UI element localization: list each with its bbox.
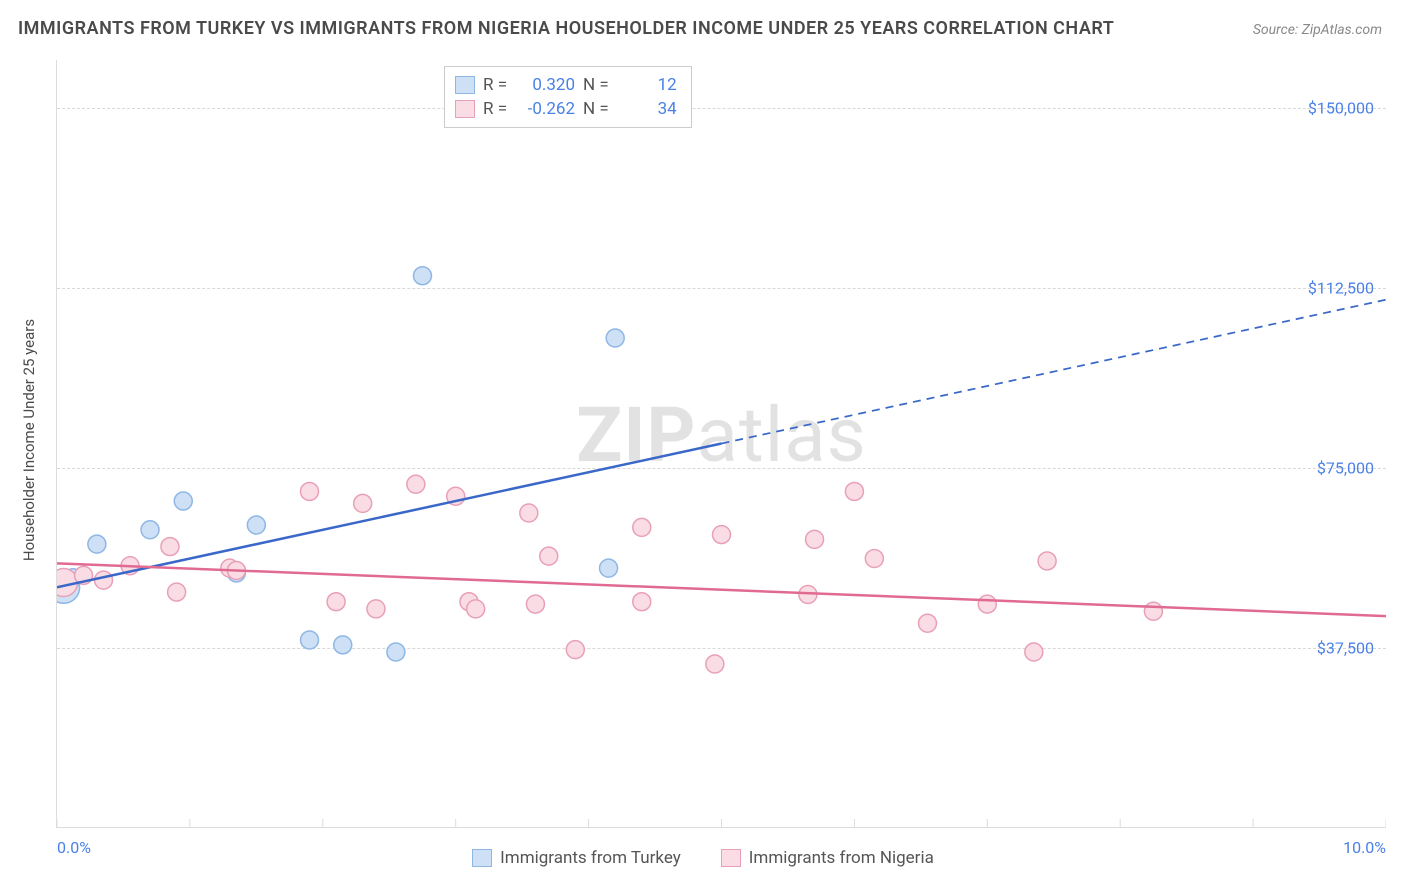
legend-label-nigeria: Immigrants from Nigeria (749, 848, 934, 868)
data-point (354, 494, 372, 512)
data-point (387, 643, 405, 661)
data-point (327, 593, 345, 611)
data-point (919, 614, 937, 632)
stat-label-n: N = (583, 99, 609, 119)
data-point (566, 641, 584, 659)
data-point (600, 559, 618, 577)
data-point (1025, 643, 1043, 661)
data-point (334, 636, 352, 654)
stat-value-n-turkey: 12 (617, 75, 677, 95)
data-point (520, 504, 538, 522)
trend-line (57, 444, 722, 588)
data-point (633, 593, 651, 611)
data-point (141, 521, 159, 539)
legend-item-nigeria: Immigrants from Nigeria (721, 848, 934, 868)
data-point (95, 571, 113, 589)
plot-area: ZIPatlas $37,500$75,000$112,500$150,0000… (56, 60, 1386, 828)
scatter-plot-svg (57, 60, 1386, 827)
stat-value-r-turkey: 0.320 (515, 75, 575, 95)
data-point (606, 329, 624, 347)
data-point (301, 482, 319, 500)
data-point (247, 516, 265, 534)
data-point (713, 526, 731, 544)
data-point (413, 267, 431, 285)
legend-item-turkey: Immigrants from Turkey (472, 848, 681, 868)
stat-label-r: R = (483, 75, 507, 95)
data-point (88, 535, 106, 553)
stat-value-r-nigeria: -0.262 (515, 99, 575, 119)
swatch-nigeria (455, 100, 475, 118)
y-axis-label: Householder Income Under 25 years (20, 319, 38, 561)
stats-row-turkey: R = 0.320 N = 12 (455, 73, 677, 97)
stats-row-nigeria: R = -0.262 N = 34 (455, 97, 677, 121)
data-point (845, 482, 863, 500)
data-point (174, 492, 192, 510)
correlation-stats-box: R = 0.320 N = 12 R = -0.262 N = 34 (444, 66, 692, 128)
source-attribution: Source: ZipAtlas.com (1253, 22, 1382, 38)
legend-swatch-nigeria (721, 849, 741, 867)
data-point (301, 631, 319, 649)
legend-label-turkey: Immigrants from Turkey (500, 848, 681, 868)
swatch-turkey (455, 76, 475, 94)
data-point (526, 595, 544, 613)
data-point (540, 547, 558, 565)
data-point (633, 518, 651, 536)
chart-title: IMMIGRANTS FROM TURKEY VS IMMIGRANTS FRO… (18, 18, 1114, 39)
stat-value-n-nigeria: 34 (617, 99, 677, 119)
data-point (806, 530, 824, 548)
data-point (367, 600, 385, 618)
trend-line-dashed (722, 300, 1387, 444)
data-point (1038, 552, 1056, 570)
data-point (706, 655, 724, 673)
data-point (407, 475, 425, 493)
data-point (467, 600, 485, 618)
bottom-legend: Immigrants from Turkey Immigrants from N… (0, 848, 1406, 868)
data-point (1144, 602, 1162, 620)
trend-line (57, 563, 1386, 616)
legend-swatch-turkey (472, 849, 492, 867)
data-point (978, 595, 996, 613)
chart-container: IMMIGRANTS FROM TURKEY VS IMMIGRANTS FRO… (0, 0, 1406, 892)
data-point (865, 550, 883, 568)
data-point (161, 538, 179, 556)
stat-label-r: R = (483, 99, 507, 119)
data-point (168, 583, 186, 601)
stat-label-n: N = (583, 75, 609, 95)
